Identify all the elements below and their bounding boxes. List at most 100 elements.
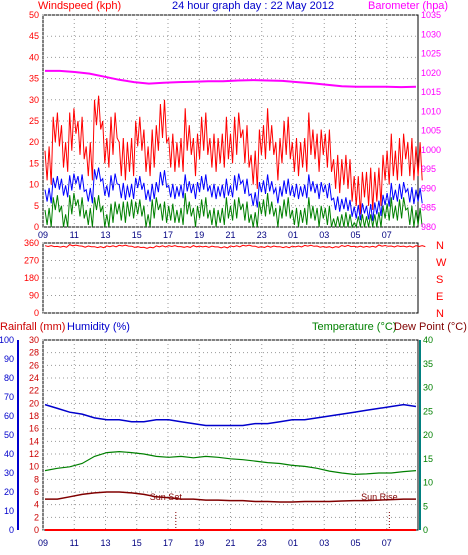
- temp-x-tick: 05: [350, 538, 360, 548]
- wind-x-tick: 13: [100, 230, 110, 240]
- rainfall-tick: 8: [34, 474, 39, 484]
- temperature-axis-label: Temperature (°C): [312, 321, 396, 333]
- wind-series-average: [44, 167, 423, 222]
- windspeed-tick: 25: [29, 116, 39, 126]
- barometer-tick: 990: [421, 183, 436, 193]
- humidity-tick: 50: [4, 430, 14, 440]
- windspeed-tick: 30: [29, 95, 39, 105]
- barometer-tick: 985: [421, 203, 436, 213]
- barometer-tick: 1010: [421, 106, 441, 116]
- windspeed-tick: 35: [29, 74, 39, 84]
- wind-x-tick: 07: [382, 230, 392, 240]
- temp-x-tick: 01: [288, 538, 298, 548]
- rainfall-tick: 12: [29, 449, 39, 459]
- barometer-series: [45, 69, 417, 89]
- wind-x-tick: 15: [132, 230, 142, 240]
- wind-x-tick: 09: [38, 230, 48, 240]
- wind-x-tick: 17: [163, 230, 173, 240]
- rainfall-axis-label: Rainfall (mm): [0, 321, 65, 333]
- temp-x-tick: 21: [225, 538, 235, 548]
- direction-tick: 270: [24, 256, 39, 266]
- humidity-tick: 60: [4, 411, 14, 421]
- humidity-tick: 80: [4, 373, 14, 383]
- windspeed-tick: 40: [29, 52, 39, 62]
- rainfall-tick: 30: [29, 335, 39, 345]
- temperature-tick: 35: [423, 359, 433, 369]
- humidity-tick: 40: [4, 449, 14, 459]
- temp-x-tick: 09: [38, 538, 48, 548]
- windspeed-axis-label: Windspeed (kph): [38, 0, 121, 12]
- temp-x-tick: 19: [194, 538, 204, 548]
- barometer-axis-label: Barometer (hpa): [368, 0, 448, 12]
- humidity-tick: 90: [4, 354, 14, 364]
- barometer-tick: 1035: [421, 10, 441, 20]
- wind-x-tick: 23: [257, 230, 267, 240]
- rainfall-tick: 10: [29, 462, 39, 472]
- humidity-axis-label: Humidity (%): [67, 321, 130, 333]
- temp-x-tick: 15: [132, 538, 142, 548]
- rainfall-tick: 0: [34, 525, 39, 535]
- rainfall-tick: 26: [29, 360, 39, 370]
- rainfall-tick: 20: [29, 398, 39, 408]
- direction-tick: 0: [34, 308, 39, 318]
- wind-x-tick: 19: [194, 230, 204, 240]
- temperature-tick: 10: [423, 478, 433, 488]
- sun-annotation: Sun Set: [150, 492, 183, 502]
- temperature-tick: 25: [423, 406, 433, 416]
- temperature-tick: 0: [423, 525, 428, 535]
- windspeed-tick: 15: [29, 158, 39, 168]
- direction-tick: 360: [24, 238, 39, 248]
- temp-x-tick: 13: [100, 538, 110, 548]
- compass-label: N: [436, 308, 444, 320]
- barometer-tick: 1015: [421, 87, 441, 97]
- direction-tick: 180: [24, 273, 39, 283]
- windspeed-tick: 10: [29, 180, 39, 190]
- wind-x-tick: 11: [70, 230, 79, 240]
- rainfall-tick: 16: [29, 424, 39, 434]
- compass-label: S: [436, 274, 443, 286]
- barometer-tick: 1000: [421, 145, 441, 155]
- sun-annotation: Sun Rise: [361, 492, 398, 502]
- windspeed-tick: 45: [29, 31, 39, 41]
- wind-x-tick: 01: [288, 230, 298, 240]
- compass-label: N: [436, 240, 444, 252]
- dewpoint-series: [45, 491, 416, 503]
- dewpoint-axis-label: Dew Point (°C): [394, 321, 467, 333]
- temperature-tick: 15: [423, 454, 433, 464]
- humidity-tick: 0: [9, 525, 14, 535]
- humidity-tick: 100: [0, 335, 14, 345]
- windspeed-tick: 5: [34, 201, 39, 211]
- temperature-tick: 5: [423, 501, 428, 511]
- temperature-series: [44, 450, 417, 476]
- rainfall-tick: 6: [34, 487, 39, 497]
- rainfall-tick: 18: [29, 411, 39, 421]
- barometer-tick: 1005: [421, 126, 441, 136]
- compass-label: E: [436, 291, 443, 303]
- rainfall-tick: 28: [29, 348, 39, 358]
- temp-x-tick: 03: [319, 538, 329, 548]
- temp-x-tick: 07: [382, 538, 392, 548]
- temp-x-tick: 11: [70, 538, 79, 548]
- barometer-tick: 1025: [421, 49, 441, 59]
- rainfall-tick: 4: [34, 500, 39, 510]
- temperature-tick: 20: [423, 430, 433, 440]
- windspeed-tick: 0: [34, 222, 39, 232]
- chart-title: 24 hour graph day : 22 May 2012: [172, 0, 334, 12]
- temperature-tick: 40: [423, 335, 433, 345]
- humidity-tick: 30: [4, 468, 14, 478]
- direction-series: [44, 244, 426, 249]
- temperature-tick: 30: [423, 383, 433, 393]
- wind-x-tick: 05: [350, 230, 360, 240]
- windspeed-tick: 50: [29, 10, 39, 20]
- barometer-tick: 995: [421, 164, 436, 174]
- barometer-tick: 1020: [421, 68, 441, 78]
- temp-x-tick: 17: [163, 538, 173, 548]
- compass-label: W: [436, 257, 447, 269]
- wind-series-green: [44, 193, 423, 229]
- humidity-tick: 10: [4, 506, 14, 516]
- direction-tick: 90: [29, 291, 39, 301]
- humidity-tick: 20: [4, 487, 14, 497]
- wind-x-tick: 21: [225, 230, 235, 240]
- humidity-tick: 70: [4, 392, 14, 402]
